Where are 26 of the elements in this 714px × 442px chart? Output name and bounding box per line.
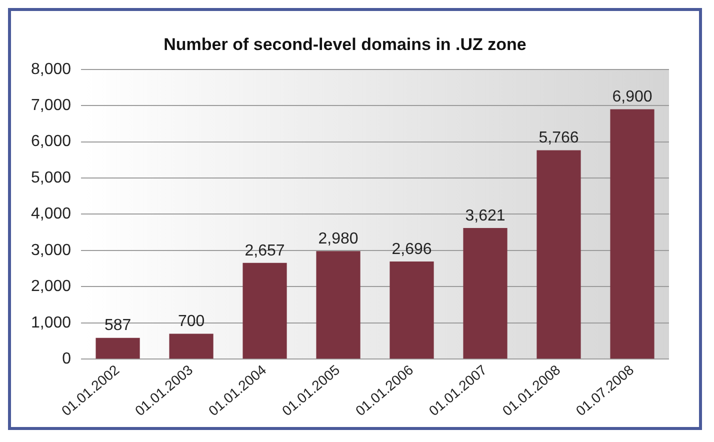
- y-tick-label: 7,000: [30, 97, 72, 114]
- y-tick-label: 1,000: [30, 314, 72, 332]
- data-label: 2,696: [392, 240, 432, 258]
- data-label: 700: [178, 313, 205, 330]
- bar: [610, 109, 654, 359]
- data-label: 2,980: [318, 230, 358, 248]
- bar: [536, 150, 581, 359]
- y-tick-label: 8,000: [30, 60, 72, 78]
- bar: [390, 261, 434, 359]
- y-tick-label: 2,000: [30, 278, 72, 296]
- chart-title: Number of second-level domains in .UZ zone: [164, 34, 526, 54]
- data-label: 2,657: [244, 242, 285, 260]
- data-label: 3,621: [465, 207, 506, 224]
- y-tick-label: 4,000: [30, 206, 72, 223]
- y-tick-label: 6,000: [30, 133, 72, 150]
- y-tick-label: 0: [62, 350, 72, 368]
- bar: [242, 262, 287, 359]
- y-tick-label: 3,000: [30, 242, 72, 259]
- bar: [169, 334, 214, 359]
- bar: [463, 228, 508, 359]
- bar: [96, 338, 140, 359]
- bar: [316, 251, 360, 359]
- data-label: 587: [104, 317, 132, 334]
- y-tick-label: 5,000: [30, 169, 72, 186]
- data-label: 6,900: [612, 88, 652, 106]
- data-label: 5,766: [538, 130, 579, 147]
